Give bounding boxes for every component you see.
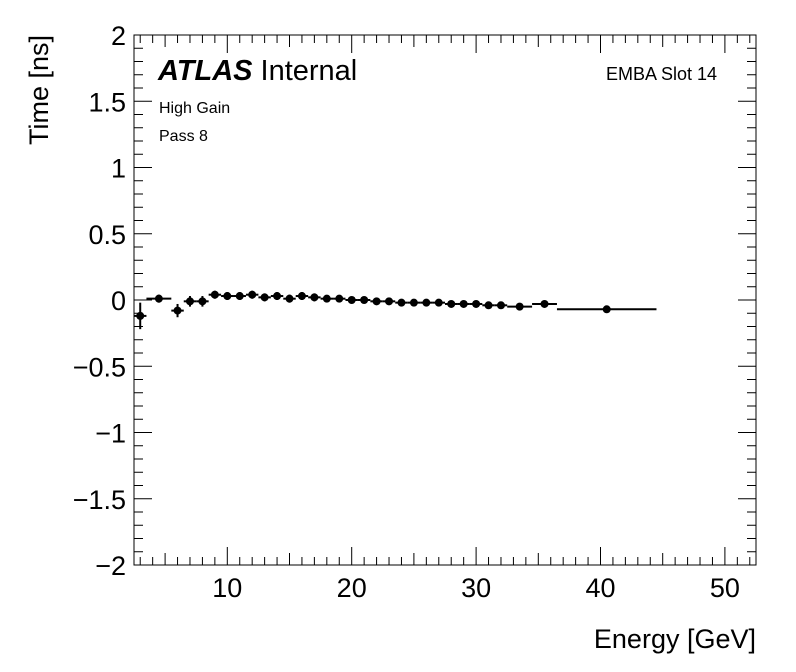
axis-tick-labels: 10 20 30 40 50 −2 −1.5 −1 −0.5 0 0.5 1 1.5 2	[73, 21, 740, 603]
data-marker	[173, 306, 182, 315]
data-marker	[397, 298, 406, 307]
data-marker	[248, 290, 257, 299]
annotation-pass: Pass 8	[159, 128, 208, 145]
y-tick-label: −1.5	[73, 485, 126, 515]
data-marker	[422, 298, 431, 307]
data-marker	[347, 296, 356, 304]
data-marker	[273, 292, 282, 301]
data-point	[420, 298, 433, 307]
data-point	[395, 298, 408, 307]
data-marker	[297, 292, 306, 301]
x-tick-label: 30	[461, 573, 491, 603]
data-marker	[602, 305, 611, 314]
data-marker	[409, 298, 418, 307]
data-point	[382, 297, 396, 306]
data-marker	[515, 302, 524, 311]
data-point	[457, 299, 470, 308]
data-point	[482, 301, 495, 310]
data-marker	[472, 299, 481, 308]
y-tick-label: 0.5	[88, 220, 126, 250]
y-tick-label: −2	[95, 551, 126, 581]
data-marker	[385, 297, 394, 306]
data-point	[258, 293, 271, 302]
atlas-label-bold: ATLAS	[157, 55, 253, 87]
data-point	[171, 303, 184, 318]
data-point	[407, 298, 421, 307]
data-point	[221, 292, 234, 301]
data-point	[308, 293, 321, 302]
x-axis-label: Energy [GeV]	[594, 624, 756, 654]
data-point	[283, 294, 296, 303]
atlas-label: ATLAS Internal	[157, 55, 357, 87]
data-point	[556, 305, 657, 314]
data-marker	[210, 290, 219, 299]
data-point	[445, 299, 458, 308]
data-point	[208, 290, 222, 299]
data-point	[345, 296, 358, 304]
data-marker	[198, 297, 207, 306]
data-marker	[335, 294, 344, 303]
data-point	[183, 296, 197, 307]
data-marker	[459, 299, 468, 308]
data-point	[320, 294, 334, 303]
data-marker	[434, 298, 443, 307]
plot-frame	[133, 34, 757, 566]
data-point	[494, 301, 508, 310]
data-marker	[484, 301, 493, 310]
data-marker	[235, 292, 244, 301]
y-tick-label: 1	[111, 154, 126, 184]
annotation-slot: EMBA Slot 14	[606, 64, 717, 84]
data-point	[370, 297, 383, 306]
x-tick-label: 40	[585, 573, 615, 603]
data-marker	[285, 294, 294, 303]
y-axis-label: Time [ns]	[24, 35, 54, 145]
data-marker	[322, 294, 331, 303]
x-tick-label: 20	[337, 573, 367, 603]
data-point	[432, 298, 445, 307]
data-point	[357, 296, 371, 304]
data-point	[295, 292, 309, 301]
data-marker	[372, 297, 381, 306]
data-point	[270, 292, 284, 301]
data-marker	[154, 294, 163, 303]
annotation-gain: High Gain	[159, 100, 230, 117]
y-tick-label: 2	[111, 21, 126, 51]
data-marker	[185, 297, 194, 306]
y-tick-label: 1.5	[88, 87, 126, 117]
data-marker	[260, 293, 269, 302]
atlas-label-sub: Internal	[261, 55, 358, 87]
data-point	[245, 290, 259, 299]
data-marker	[540, 299, 549, 308]
data-marker	[136, 311, 145, 320]
y-tick-label: −1	[95, 419, 126, 449]
data-points	[134, 290, 657, 330]
data-point	[146, 294, 172, 303]
data-point	[134, 302, 147, 330]
data-marker	[223, 292, 232, 301]
data-point	[532, 299, 557, 308]
data-marker	[496, 301, 505, 310]
data-marker	[447, 299, 456, 308]
data-point	[196, 296, 209, 307]
x-tick-label: 50	[710, 573, 740, 603]
data-point	[469, 299, 483, 308]
data-point	[233, 292, 246, 301]
data-point	[333, 294, 346, 303]
data-marker	[360, 296, 369, 304]
y-tick-label: −0.5	[73, 352, 126, 382]
x-tick-label: 10	[212, 573, 242, 603]
data-marker	[310, 293, 319, 302]
y-tick-label: 0	[111, 286, 126, 316]
axis-ticks	[134, 34, 756, 566]
data-point	[507, 302, 533, 311]
